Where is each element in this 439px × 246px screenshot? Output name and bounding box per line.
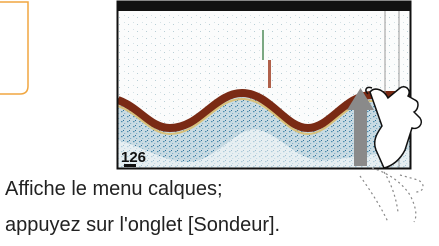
hand-outline: [360, 168, 423, 222]
depth-readout: 126: [121, 149, 146, 166]
caption-line: Affiche le menu calques;: [5, 178, 223, 201]
caption-line: appuyez sur l'onglet [Sondeur].: [5, 214, 280, 237]
illustration: 126: [0, 0, 439, 246]
callout-box: [0, 2, 28, 94]
page: {"screen": {"depth": "126"}, "caption": …: [0, 0, 439, 246]
